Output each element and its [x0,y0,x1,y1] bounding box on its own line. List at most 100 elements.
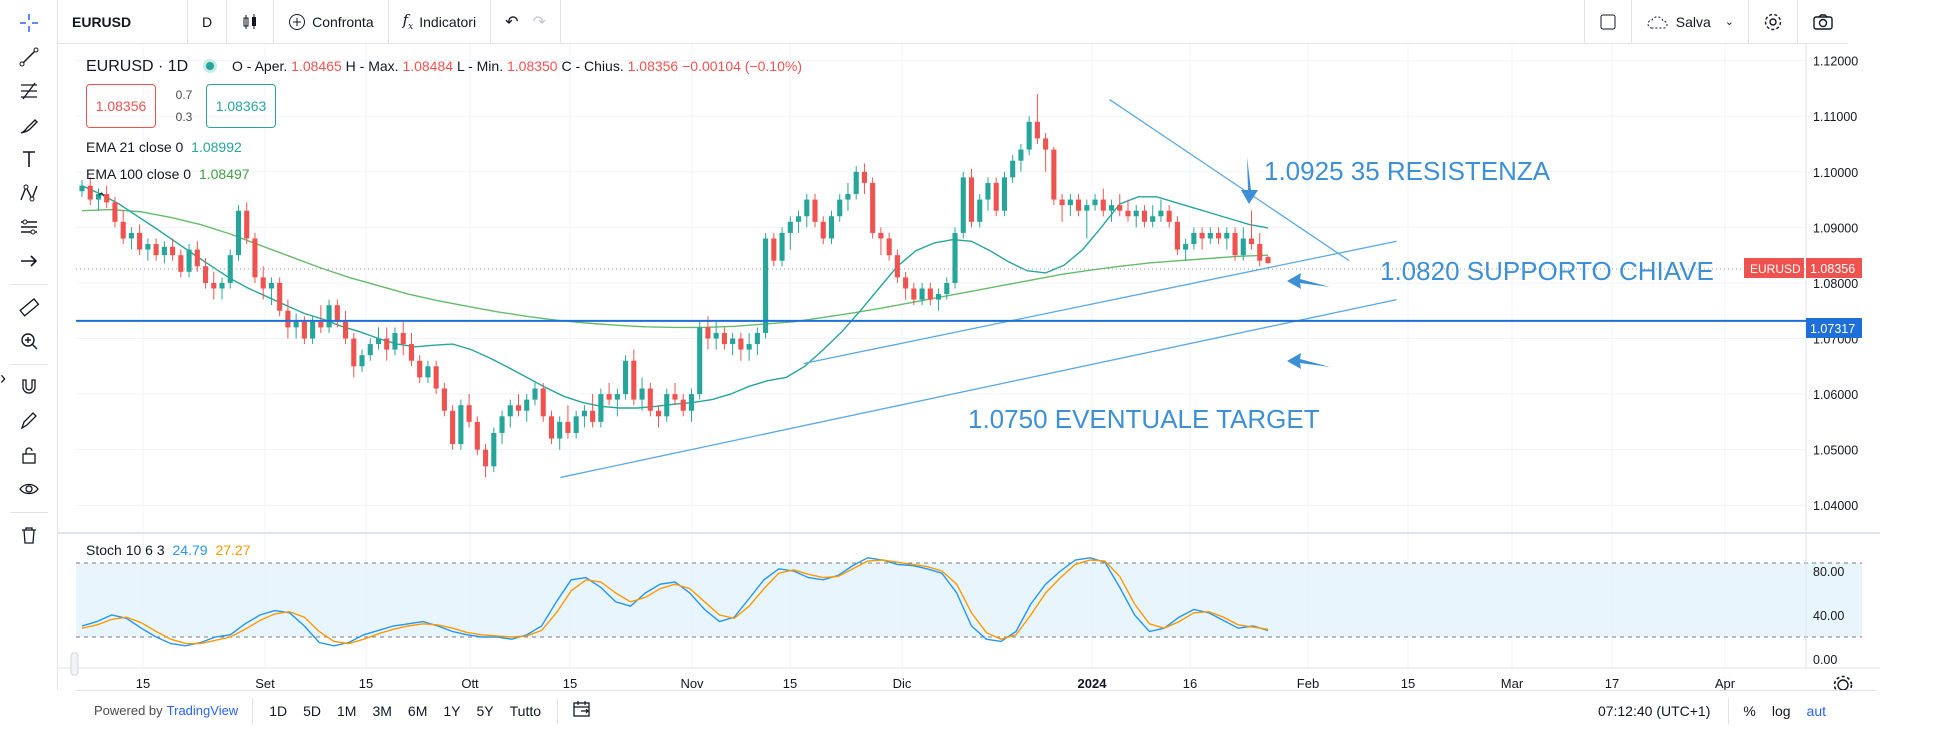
candle-body [787,221,793,233]
candle-body [993,182,999,211]
candle-body [343,321,349,339]
candle-body [417,360,423,378]
sell-button[interactable]: 1.08356 [86,84,156,128]
candle-body [392,332,398,350]
trendline-inner-support [803,240,1397,365]
candle-body [623,360,629,395]
clock[interactable]: 07:12:40 (UTC+1) [1580,697,1730,724]
ruler-icon[interactable] [14,292,44,322]
percent-scale-button[interactable]: % [1743,702,1756,719]
axis-settings-icon[interactable] [1833,675,1853,691]
auto-scale-button[interactable]: aut [1806,702,1826,719]
time-axis[interactable]: 15 Set 15 Ott 15 Nov 15 Dic 2024 16 Feb 15 Mar 17 Apr [136,676,1736,690]
text-tool-icon[interactable] [14,144,44,174]
candle-body [450,410,456,445]
lock-icon[interactable] [14,440,44,470]
snapshot-button[interactable] [1797,0,1848,44]
candle-body [886,238,892,256]
redo-icon[interactable]: ↷ [532,13,546,31]
range-all[interactable]: Tutto [509,702,542,719]
settings-button[interactable] [1748,0,1797,44]
price-chart[interactable]: 1.120001.110001.100001.090001.080001.070… [0,0,1944,690]
range-6m[interactable]: 6M [407,702,428,719]
candle-body [754,332,760,345]
compare-label: Confronta [312,13,374,30]
magnet-icon[interactable] [14,372,44,402]
chart-type-button[interactable] [227,0,275,44]
brush-icon[interactable] [14,110,44,140]
price-tick-label: 1.11000 [1813,110,1857,124]
ema21-value: 1.08992 [191,139,242,155]
arrow-left-support [1287,273,1330,289]
legend-collapse-icon[interactable]: ⌃ [96,190,107,205]
candle-body [1043,138,1049,150]
indicators-button[interactable]: fx Indicatori [389,0,492,44]
candle-body [1117,205,1123,211]
time-tick-label: 15 [136,676,150,690]
eye-icon[interactable] [14,474,44,504]
candle-body [548,416,555,439]
legend-symbol[interactable]: EURUSD · 1D [86,58,189,75]
candle-body [581,410,587,417]
high-label: H - Max. [345,58,399,74]
candle-body [960,177,966,233]
candle-body [861,171,867,183]
range-1d[interactable]: 1D [269,702,288,719]
pattern-icon[interactable] [14,178,44,208]
arrow-tool-icon[interactable] [14,246,44,276]
candle-body [202,266,209,283]
camera-icon [1813,13,1833,30]
candle-body [441,388,447,411]
price-tick-label: 1.05000 [1813,444,1858,458]
log-scale-button[interactable]: log [1771,702,1791,719]
range-3m[interactable]: 3M [372,702,392,719]
candle-body [804,199,810,217]
arrow-down-resistance [1241,157,1258,204]
ema21-line [81,185,1269,409]
powered-by[interactable]: Powered by TradingView [76,697,254,724]
candle-body [95,194,102,200]
trendline-icon[interactable] [14,42,44,72]
candle-body [820,221,826,239]
crosshair-icon[interactable] [14,8,44,38]
candle-body [1092,199,1098,206]
compare-button[interactable]: Confronta [274,0,389,44]
last-price-tag [1744,258,1804,278]
candle-body [260,277,266,289]
range-5y[interactable]: 5Y [476,702,494,719]
save-button[interactable]: Salva ⌄ [1630,0,1748,44]
candle-body [524,399,530,411]
candle-body [1248,238,1255,245]
zoom-in-icon[interactable] [14,326,44,356]
range-1y[interactable]: 1Y [443,702,461,719]
ema100-legend[interactable]: EMA 100 close 0 1.08497 [86,166,250,182]
candle-body [870,182,876,233]
fib-tool-icon[interactable] [14,76,44,106]
change-value: −0.00104 (−0.10%) [682,58,802,74]
goto-date-button[interactable] [558,700,606,721]
interval-select[interactable]: D [188,0,228,44]
symbol-search[interactable]: EURUSD [58,0,188,44]
panel-expand-icon[interactable]: › [0,368,6,388]
ema21-legend[interactable]: EMA 21 close 0 1.08992 [86,139,242,155]
grid [76,44,1806,668]
prediction-icon[interactable] [14,212,44,242]
candle-body [894,255,900,278]
stoch-legend[interactable]: Stoch 10 6 3 24.79 27.27 [86,542,251,558]
candle-body [532,388,538,400]
candle-body [491,432,497,467]
candle-body [746,344,752,350]
layout-button[interactable] [1583,0,1631,44]
trash-icon[interactable] [14,520,44,550]
candle-body [375,338,382,345]
candle-body [293,321,299,328]
undo-icon[interactable]: ↶ [505,13,519,31]
candle-body [1108,205,1115,211]
range-1m[interactable]: 1M [337,702,357,719]
pencil-lock-icon[interactable] [14,406,44,436]
buy-button[interactable]: 1.08363 [206,84,276,128]
time-tick-label: 16 [1183,676,1197,690]
price-axis[interactable]: 1.120001.110001.100001.090001.080001.070… [1813,55,1858,514]
range-5d[interactable]: 5D [303,702,322,719]
candle-body [1207,232,1213,239]
